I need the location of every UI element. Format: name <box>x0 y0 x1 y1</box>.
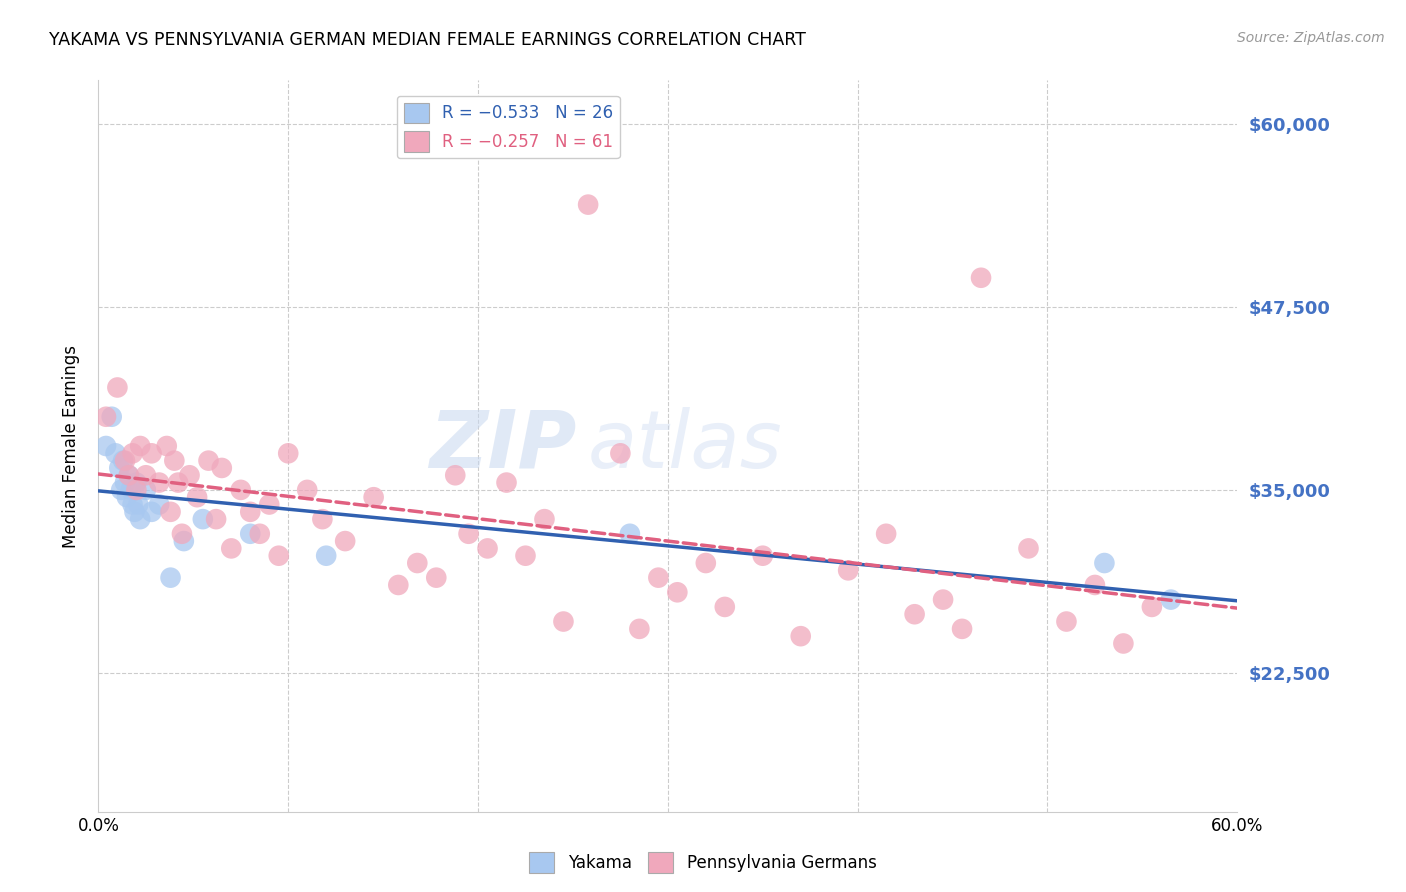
Point <box>647 571 669 585</box>
Point <box>110 483 132 497</box>
Point <box>495 475 517 490</box>
Point <box>277 446 299 460</box>
Point <box>259 498 281 512</box>
Point <box>141 505 163 519</box>
Point <box>135 483 157 497</box>
Legend: R = −0.533   N = 26, R = −0.257   N = 61: R = −0.533 N = 26, R = −0.257 N = 61 <box>396 96 620 158</box>
Point <box>619 526 641 541</box>
Point <box>444 468 467 483</box>
Point <box>94 439 117 453</box>
Point <box>1112 636 1135 650</box>
Point <box>118 468 141 483</box>
Point <box>148 498 170 512</box>
Point <box>179 468 201 483</box>
Point <box>335 534 357 549</box>
Point <box>363 490 385 504</box>
Point <box>229 483 252 497</box>
Point <box>167 475 190 490</box>
Text: YAKAMA VS PENNSYLVANIA GERMAN MEDIAN FEMALE EARNINGS CORRELATION CHART: YAKAMA VS PENNSYLVANIA GERMAN MEDIAN FEM… <box>49 31 806 49</box>
Point <box>104 446 127 460</box>
Point <box>1018 541 1040 556</box>
Point <box>695 556 717 570</box>
Point <box>457 526 479 541</box>
Point <box>121 446 143 460</box>
Point <box>173 534 195 549</box>
Point <box>191 512 214 526</box>
Point <box>127 498 149 512</box>
Point <box>124 505 146 519</box>
Point <box>315 549 337 563</box>
Point <box>239 526 262 541</box>
Point <box>159 571 181 585</box>
Point <box>114 453 136 467</box>
Point <box>576 197 599 211</box>
Point <box>387 578 409 592</box>
Point <box>1160 592 1182 607</box>
Point <box>100 409 122 424</box>
Point <box>211 461 233 475</box>
Point <box>970 270 993 285</box>
Point <box>114 475 136 490</box>
Point <box>129 439 152 453</box>
Point <box>950 622 973 636</box>
Point <box>112 453 135 467</box>
Legend: Yakama, Pennsylvania Germans: Yakama, Pennsylvania Germans <box>523 846 883 880</box>
Point <box>714 599 737 614</box>
Text: Source: ZipAtlas.com: Source: ZipAtlas.com <box>1237 31 1385 45</box>
Point <box>267 549 290 563</box>
Point <box>239 505 262 519</box>
Point <box>121 498 143 512</box>
Point <box>141 446 163 460</box>
Point <box>1084 578 1107 592</box>
Point <box>311 512 333 526</box>
Point <box>115 490 138 504</box>
Point <box>148 475 170 490</box>
Point <box>249 526 271 541</box>
Text: ZIP: ZIP <box>429 407 576 485</box>
Point <box>94 409 117 424</box>
Point <box>837 563 859 577</box>
Point <box>186 490 208 504</box>
Point <box>205 512 228 526</box>
Point <box>125 483 148 497</box>
Point <box>904 607 927 622</box>
Point <box>156 439 179 453</box>
Point <box>533 512 555 526</box>
Point <box>553 615 575 629</box>
Point <box>297 483 319 497</box>
Point <box>159 505 181 519</box>
Point <box>609 446 631 460</box>
Point <box>752 549 775 563</box>
Point <box>107 380 129 394</box>
Point <box>406 556 429 570</box>
Point <box>425 571 447 585</box>
Point <box>197 453 219 467</box>
Point <box>1056 615 1078 629</box>
Text: atlas: atlas <box>588 407 783 485</box>
Point <box>135 468 157 483</box>
Point <box>170 526 193 541</box>
Point <box>515 549 537 563</box>
Point <box>628 622 651 636</box>
Point <box>120 483 142 497</box>
Point <box>129 512 152 526</box>
Point <box>790 629 813 643</box>
Point <box>118 468 141 483</box>
Point <box>125 475 148 490</box>
Point <box>1094 556 1116 570</box>
Point <box>1140 599 1163 614</box>
Point <box>163 453 186 467</box>
Point <box>477 541 499 556</box>
Point <box>932 592 955 607</box>
Point <box>875 526 897 541</box>
Point <box>221 541 243 556</box>
Point <box>108 461 131 475</box>
Y-axis label: Median Female Earnings: Median Female Earnings <box>62 344 80 548</box>
Point <box>666 585 689 599</box>
